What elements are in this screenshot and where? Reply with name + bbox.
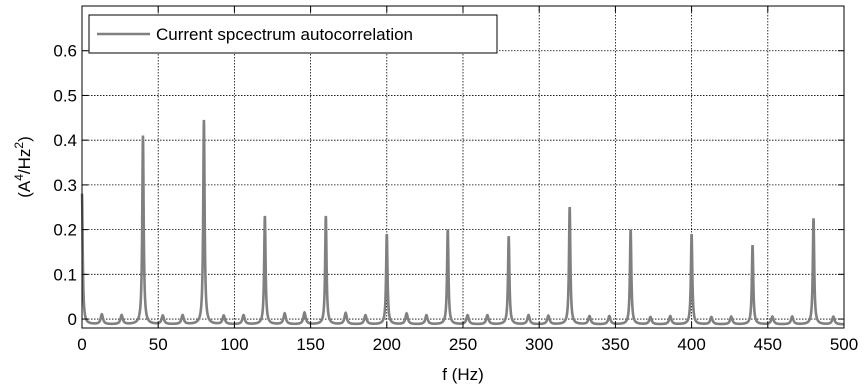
y-tick-label: 0.5 [53,86,77,105]
x-tick-label: 400 [677,335,705,354]
y-tick-label: 0.6 [53,42,77,61]
y-axis-label: (A4/Hz2) [12,136,34,198]
y-tick-label: 0.3 [53,176,77,195]
x-tick-label: 0 [77,335,86,354]
y-axis-ticks: 0 0.1 0.2 0.3 0.4 0.5 0.6 [53,42,844,329]
y-tick-label: 0 [68,310,77,329]
x-tick-label: 300 [525,335,553,354]
y-tick-label: 0.2 [53,221,77,240]
y-axis-label-sup1: 4 [12,174,26,181]
x-tick-label: 350 [601,335,629,354]
y-tick-label: 0.4 [53,131,77,150]
y-axis-label-sup2: 2 [12,142,26,149]
x-tick-label: 250 [449,335,477,354]
x-axis-ticks: 0 50 100 150 200 250 300 350 400 450 500 [77,6,858,354]
y-axis-label-base: (A [15,180,34,198]
x-tick-label: 450 [754,335,782,354]
x-axis-label: f (Hz) [442,365,484,384]
legend-box [88,14,498,54]
legend-label: Current spcectrum autocorrelation [156,25,413,44]
y-tick-label: 0.1 [53,265,77,284]
x-tick-label: 150 [296,335,324,354]
x-tick-label: 100 [220,335,248,354]
grid [82,6,844,328]
x-tick-label: 500 [830,335,858,354]
y-axis-label-mid: /Hz [15,149,34,175]
legend: Current spcectrum autocorrelation [88,14,498,54]
y-axis-label-end: ) [15,136,34,142]
x-tick-label: 200 [373,335,401,354]
x-tick-label: 50 [149,335,168,354]
